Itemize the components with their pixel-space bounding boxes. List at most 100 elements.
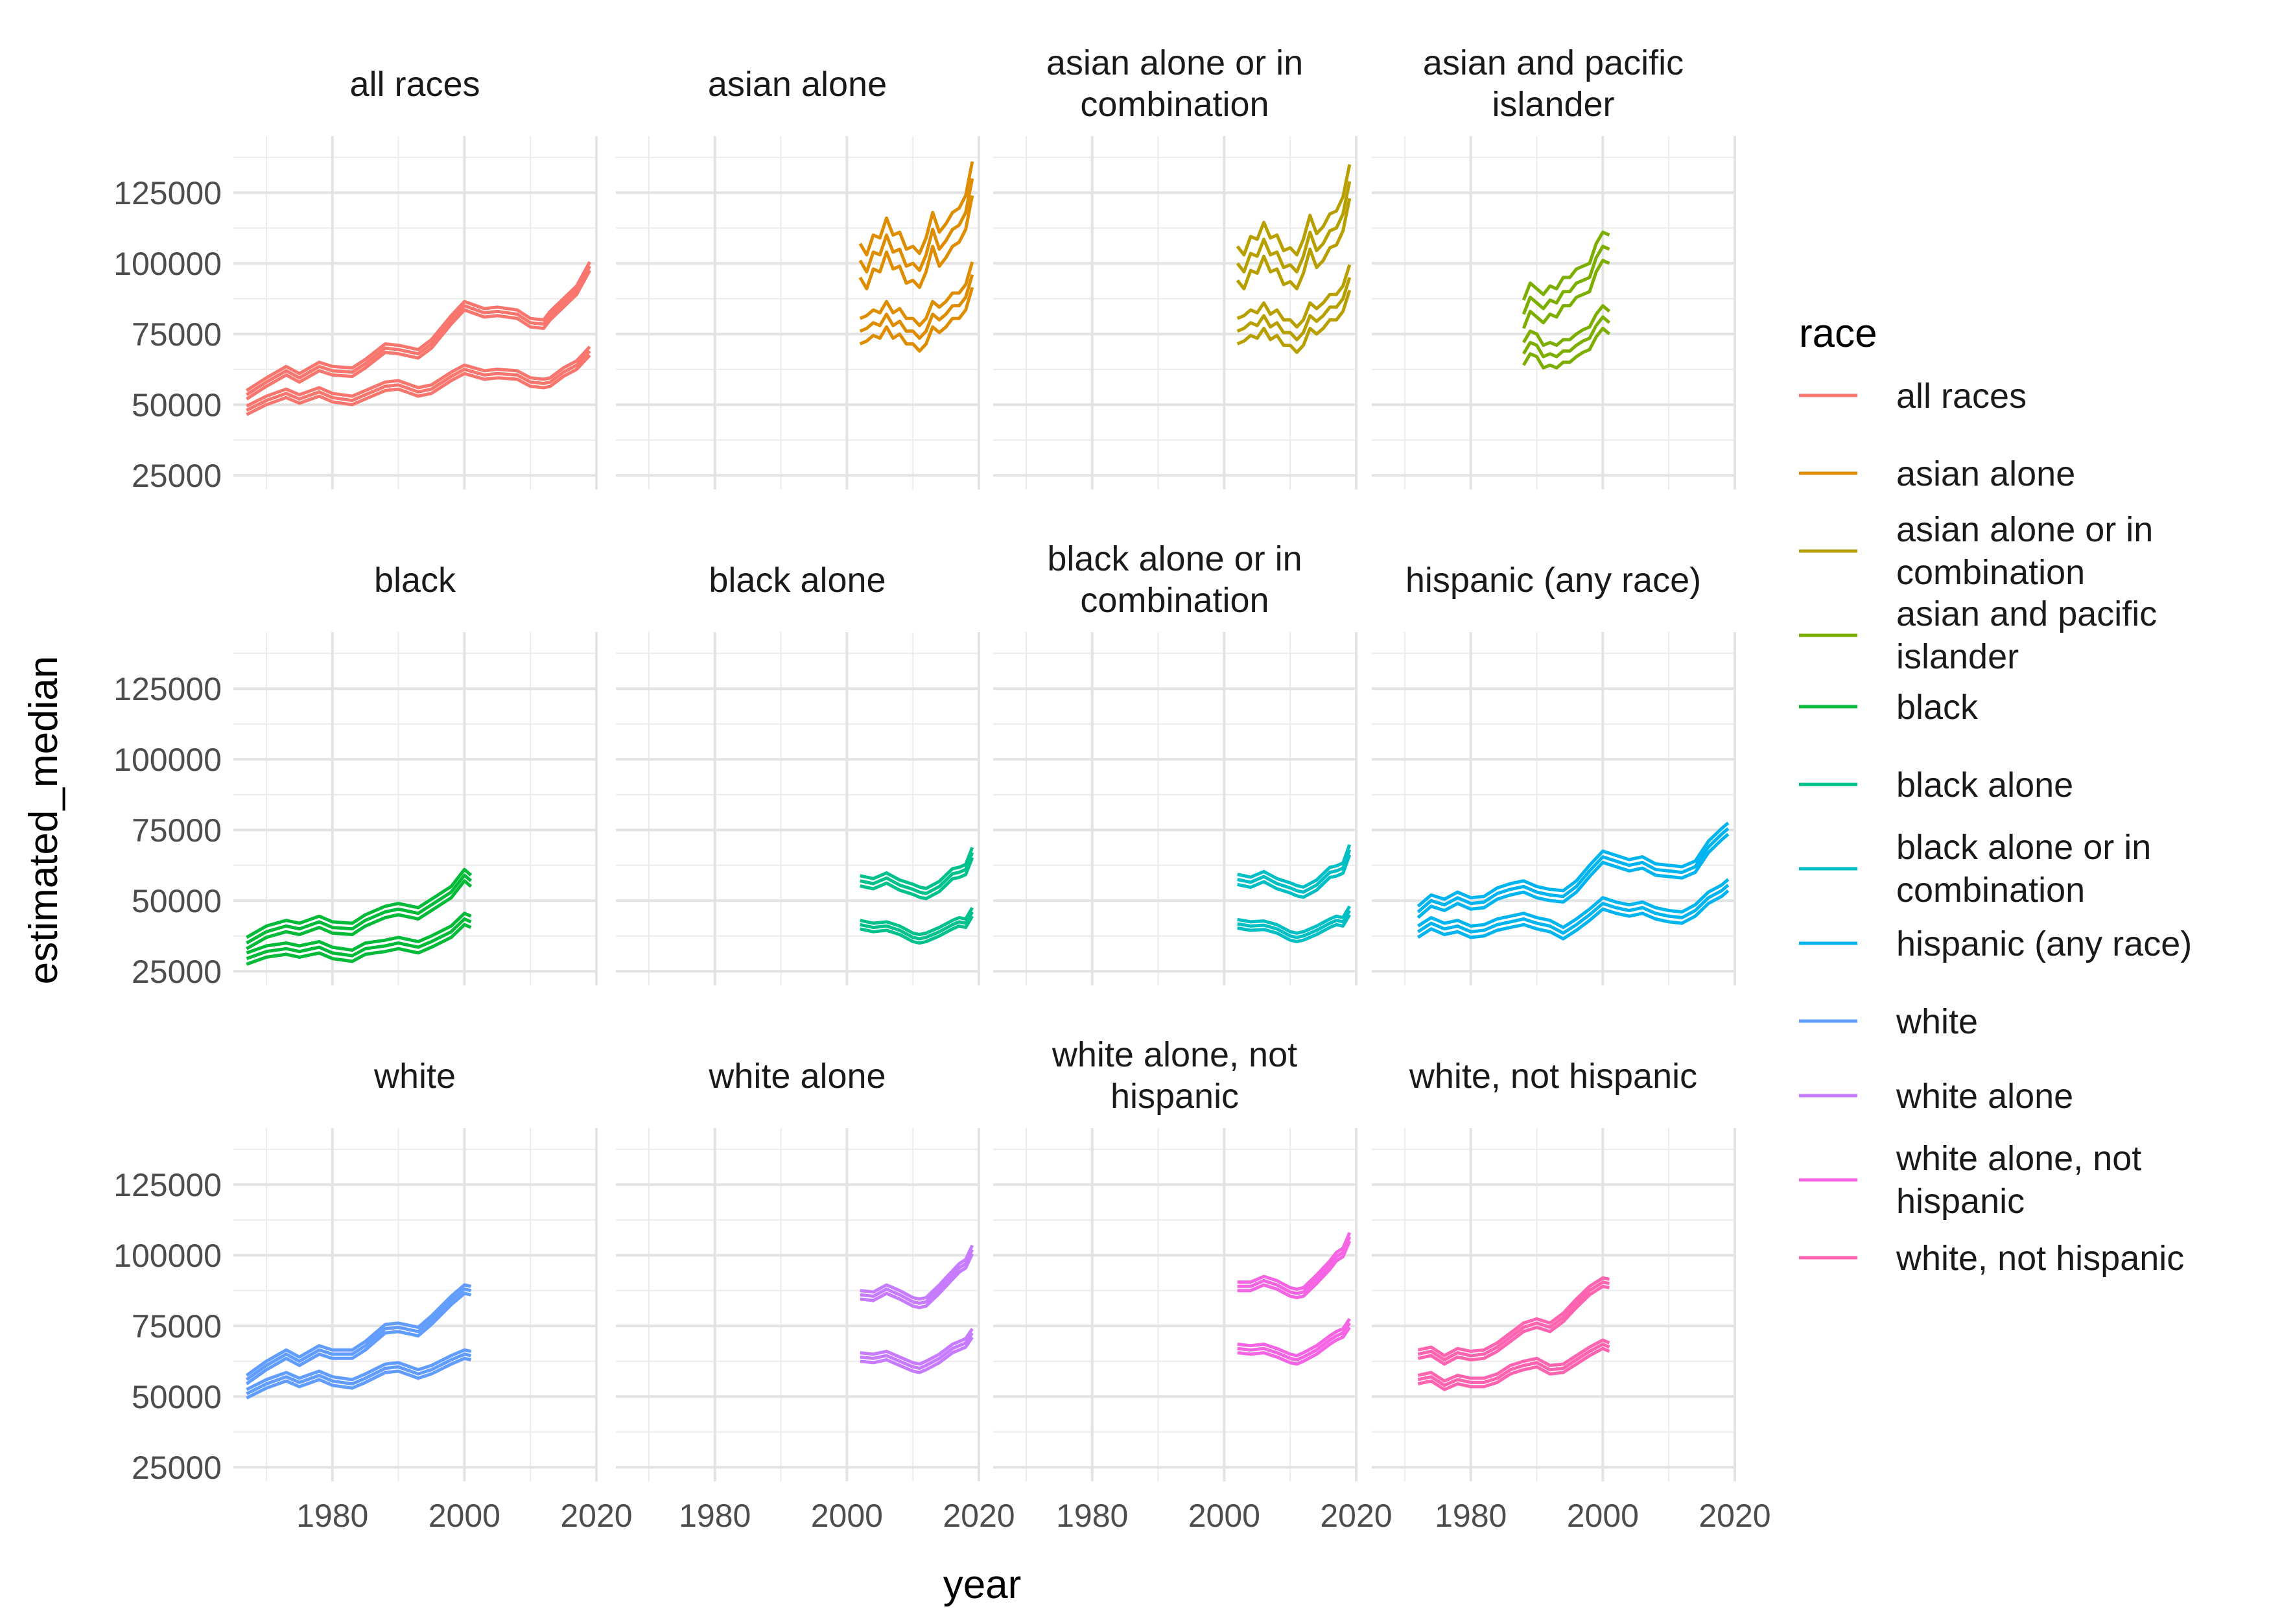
series-line	[860, 911, 974, 941]
facet-title: black alone	[709, 561, 886, 600]
facet-panel: white 25000 50000 75000 100000 125000 1980 2000…	[113, 1057, 632, 1534]
legend-label: white alone	[1896, 1077, 2073, 1116]
series-line	[246, 1352, 472, 1396]
legend-entry: white, not hispanic	[1799, 1239, 2184, 1278]
y-tick-label: 50000	[132, 883, 222, 919]
legend-label: hispanic	[1896, 1182, 2025, 1221]
legend-label: combination	[1896, 553, 2085, 592]
series-line	[860, 1332, 974, 1371]
data-series	[245, 1283, 472, 1385]
series-line	[860, 915, 974, 945]
axes: year estimated_median	[21, 656, 1021, 1607]
facet-title: asian alone or in	[1046, 43, 1303, 82]
legend-entry: black	[1799, 688, 1979, 727]
data-series	[1417, 821, 1730, 919]
legend-entry: black alone or in combination	[1799, 828, 2151, 910]
y-tick-label: 100000	[113, 246, 222, 282]
legend-label: white alone, not	[1896, 1139, 2141, 1178]
legend-label: combination	[1896, 871, 2085, 910]
y-tick-label: 100000	[113, 1238, 222, 1274]
series-line	[1417, 821, 1730, 908]
data-series	[860, 847, 974, 900]
series-line	[246, 879, 473, 950]
y-tick-label: 125000	[113, 175, 222, 211]
data-series	[1522, 230, 1610, 329]
data-series	[860, 1244, 974, 1310]
y-tick-label: 100000	[113, 742, 222, 778]
facet-title: white	[373, 1057, 456, 1096]
series-line	[1417, 878, 1730, 930]
series-line	[246, 346, 591, 408]
legend-label: asian and pacific	[1896, 594, 2157, 633]
x-tick-label: 2020	[1699, 1498, 1770, 1534]
legend-entry: hispanic (any race)	[1799, 924, 2192, 963]
series-line	[246, 261, 591, 392]
legend-entry: asian alone or in combination	[1799, 510, 2153, 592]
x-tick-label: 1980	[296, 1498, 368, 1534]
series-line	[1237, 1236, 1352, 1295]
legend-label: all races	[1896, 377, 2027, 416]
series-line	[1236, 277, 1352, 342]
series-line	[1522, 315, 1611, 359]
legend-title: race	[1799, 311, 1877, 356]
legend-entry: black alone	[1799, 766, 2073, 805]
data-series	[1236, 164, 1352, 290]
y-tick-label: 25000	[132, 1450, 222, 1486]
series-line	[860, 1328, 974, 1366]
series-line	[1237, 910, 1351, 939]
series-line	[858, 178, 974, 274]
series-line	[1417, 1284, 1610, 1366]
series-line	[1237, 1317, 1351, 1358]
facet-title: hispanic	[1111, 1077, 1239, 1116]
facet-title: white alone, not	[1052, 1035, 1297, 1074]
series-line	[246, 912, 472, 955]
series-line	[1237, 844, 1352, 889]
facet-title: islander	[1492, 85, 1614, 124]
facet-panel: white alone 1980 2000 2020	[616, 1057, 1015, 1534]
data-series	[246, 912, 472, 966]
series-line	[245, 1283, 472, 1377]
x-tick-label: 2000	[429, 1498, 500, 1534]
grid	[233, 1128, 598, 1481]
series-line	[1417, 832, 1730, 919]
data-series	[1417, 1338, 1610, 1391]
x-tick-label: 1980	[679, 1498, 751, 1534]
series-line	[860, 1244, 974, 1301]
facet-title: black	[374, 561, 456, 600]
series-line	[859, 287, 974, 353]
legend-label: black alone or in	[1896, 828, 2151, 867]
y-tick-label: 25000	[132, 954, 222, 990]
facet-title: combination	[1080, 85, 1269, 124]
data-series	[860, 906, 974, 945]
series-line	[1237, 913, 1351, 943]
series-line	[1237, 854, 1352, 899]
facet-title: all races	[349, 65, 480, 104]
series-line	[246, 923, 472, 966]
series-line	[1417, 1280, 1610, 1361]
series-line	[1417, 1338, 1610, 1383]
legend-label: black	[1896, 688, 1979, 727]
grid	[616, 136, 980, 489]
x-axis-title: year	[943, 1562, 1022, 1607]
data-series	[246, 1348, 472, 1400]
legend-label: white, not hispanic	[1896, 1239, 2184, 1278]
series-line	[860, 852, 974, 895]
series-line	[1522, 304, 1611, 347]
series-line	[246, 349, 591, 412]
x-tick-label: 2000	[811, 1498, 883, 1534]
series-line	[1522, 230, 1610, 301]
data-series	[858, 161, 974, 290]
grid	[993, 136, 1358, 489]
facet-panel: black 25000 50000 75000 100000 125000	[113, 561, 598, 990]
legend-entry: asian and pacific islander	[1799, 594, 2157, 676]
grid	[1372, 136, 1736, 489]
y-tick-label: 75000	[132, 812, 222, 849]
series-line	[1417, 827, 1730, 913]
facet-panels: all races 25000 50000 75000 100000 125000 asia…	[113, 43, 1770, 1534]
series-line	[860, 1249, 974, 1305]
series-line	[245, 1288, 472, 1382]
y-tick-label: 125000	[113, 1167, 222, 1203]
